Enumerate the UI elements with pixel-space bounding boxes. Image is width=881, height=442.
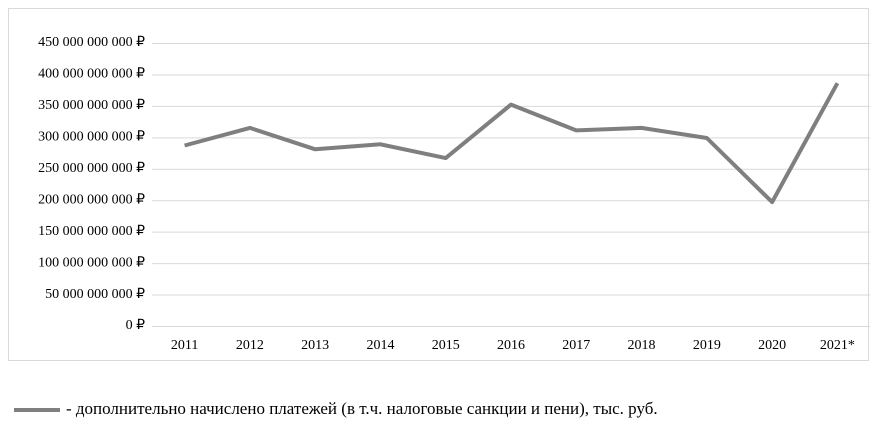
y-tick-label: 250 000 000 000 ₽ xyxy=(38,161,145,176)
y-tick-label: 0 ₽ xyxy=(126,318,146,333)
legend-label: - дополнительно начислено платежей (в т.… xyxy=(66,399,658,418)
y-tick-label: 200 000 000 000 ₽ xyxy=(38,192,145,207)
y-tick-label: 300 000 000 000 ₽ xyxy=(38,130,145,145)
x-tick-label: 2019 xyxy=(693,338,721,353)
x-tick-label: 2013 xyxy=(301,338,329,353)
x-tick-label: 2021* xyxy=(820,338,855,353)
chart-border xyxy=(8,8,869,361)
x-tick-label: 2014 xyxy=(366,338,394,353)
x-tick-label: 2016 xyxy=(497,338,525,353)
y-tick-label: 350 000 000 000 ₽ xyxy=(38,98,145,113)
y-tick-label: 150 000 000 000 ₽ xyxy=(38,224,145,239)
x-tick-label: 2018 xyxy=(628,338,656,353)
x-tick-label: 2017 xyxy=(562,338,590,353)
x-tick-label: 2012 xyxy=(236,338,264,353)
y-tick-label: 50 000 000 000 ₽ xyxy=(45,287,145,302)
data-line xyxy=(184,82,840,205)
x-tick-label: 2015 xyxy=(432,338,460,353)
x-tick-label: 2020 xyxy=(758,338,786,353)
y-tick-label: 450 000 000 000 ₽ xyxy=(38,35,145,50)
y-tick-label: 400 000 000 000 ₽ xyxy=(38,67,145,82)
y-tick-label: 100 000 000 000 ₽ xyxy=(38,255,145,270)
x-tick-label: 2011 xyxy=(171,338,198,353)
